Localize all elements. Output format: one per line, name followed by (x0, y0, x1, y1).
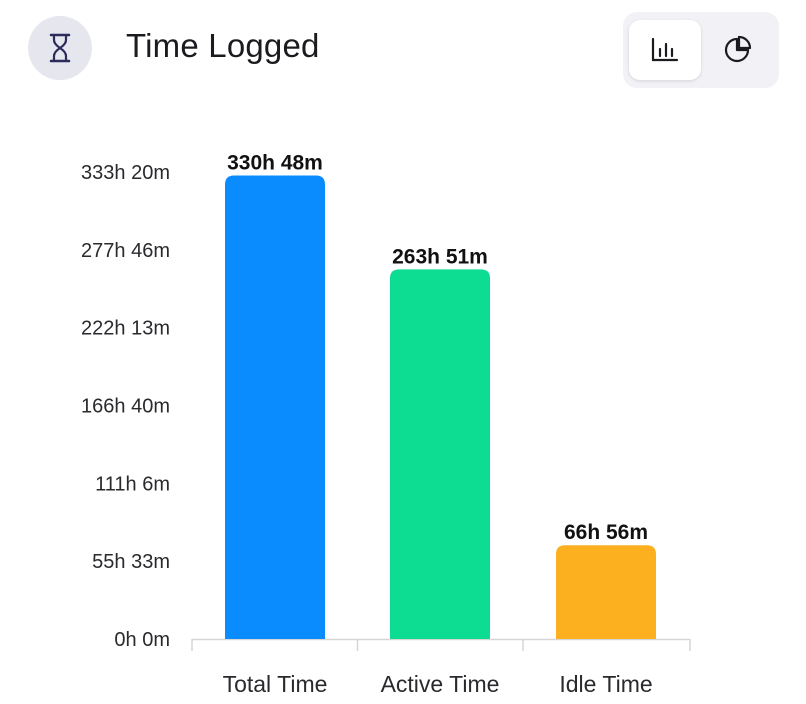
bar-chart-icon (651, 37, 679, 62)
hourglass-icon (28, 16, 92, 80)
bar-active (390, 269, 490, 639)
x-category-label: Idle Time (559, 671, 652, 697)
chart-view-toggle (623, 12, 779, 88)
x-category-label: Active Time (381, 671, 500, 697)
bar-total (225, 175, 325, 639)
bar-chart-view-button[interactable] (629, 20, 701, 80)
y-tick-label: 333h 20m (81, 162, 170, 184)
y-tick-label: 55h 33m (92, 551, 170, 573)
y-tick-label: 111h 6m (95, 473, 170, 495)
bar-value-label: 330h 48m (227, 152, 323, 175)
pie-chart-view-button[interactable] (701, 20, 773, 80)
pie-chart-icon (724, 35, 752, 63)
bar-idle (556, 545, 656, 639)
chart-header: Time Logged (0, 0, 806, 100)
y-tick-label: 0h 0m (114, 629, 170, 651)
time-logged-bar-chart: 0h 0m 55h 33m 111h 6m 166h 40m 222h 13m 277h … (81, 152, 691, 697)
x-category-label: Total Time (223, 671, 328, 697)
y-tick-label: 166h 40m (81, 396, 170, 418)
bar-value-label: 66h 56m (564, 521, 648, 544)
y-tick-label: 277h 46m (81, 240, 170, 262)
y-tick-label: 222h 13m (81, 318, 170, 340)
bar-value-label: 263h 51m (392, 245, 488, 268)
chart-title: Time Logged (126, 27, 320, 64)
